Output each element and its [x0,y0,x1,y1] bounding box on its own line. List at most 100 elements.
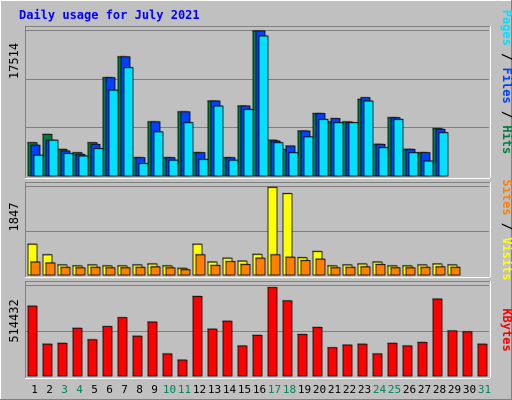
bar-shadow [165,156,174,159]
bar-shadow [330,266,339,269]
bar-shadow [27,141,36,144]
x-tick-label-24: 24 [373,383,387,396]
bar-kbytes-day-9 [147,321,158,377]
bar-kbytes-day-20 [312,326,323,377]
bar-shadow [405,148,414,151]
x-tick-label-26: 26 [403,383,416,396]
bar-shadow [357,262,366,265]
bar-sites-day-19 [300,260,311,276]
bar-shadow [450,266,459,269]
bar-kbytes-day-21 [327,347,338,377]
panel-3: 514432 KBytes [7,281,512,379]
bar-shadow [252,334,261,337]
bar-sites-day-20 [315,258,326,276]
bar-shadow [192,295,201,298]
bar-shadow [360,96,369,99]
legend-entry-pages: Pages [500,10,512,46]
bar-shadow [312,250,321,253]
panel-max-label: 514432 [7,299,21,342]
bar-kbytes-day-28 [432,298,443,377]
bar-kbytes-day-31 [477,343,488,377]
bar-shadow [255,257,264,260]
x-tick-label-13: 13 [208,383,221,396]
bar-shadow [90,266,99,269]
bar-kbytes-day-24 [372,353,383,377]
bar-shadow [285,256,294,259]
bar-shadow [402,264,411,267]
bar-shadow [57,148,66,151]
bar-sites-day-28 [435,266,446,276]
x-tick-label-2: 2 [46,383,53,396]
bar-shadow [72,151,81,154]
bar-shadow [57,263,66,266]
panel-1: 17514 Pages / Files / Hits [7,10,512,179]
bar-pages-day-11 [183,122,194,177]
bar-kbytes-day-3 [57,342,68,377]
bar-shadow [63,152,72,155]
bar-pages-day-19 [303,136,314,177]
bar-pages-day-3 [63,153,74,177]
bar-sites-day-1 [30,261,41,276]
x-tick-label-9: 9 [151,383,158,396]
bar-kbytes-day-16 [252,334,263,377]
bar-shadow [282,299,291,302]
x-tick-label-21: 21 [328,383,341,396]
panel-legend: KBytes [500,308,512,351]
bar-shadow [420,266,429,269]
bar-pages-day-10 [168,159,179,177]
bar-pages-day-26 [408,152,419,177]
panel-legend: Sites / Visits [500,179,512,280]
bar-sites-day-25 [390,267,401,276]
bar-pages-day-28 [438,132,449,177]
bar-kbytes-day-6 [102,326,113,377]
bar-shadow [327,346,336,349]
bar-sites-day-4 [75,267,86,276]
bar-shadow [177,267,186,270]
bar-pages-day-6 [108,89,119,177]
chart-title: Daily usage for July 2021 [19,8,200,22]
bar-shadow [138,162,147,165]
x-tick-label-11: 11 [178,383,191,396]
bar-sites-day-5 [90,266,101,276]
bar-pages-day-8 [138,163,149,177]
bar-shadow [420,151,429,154]
bar-shadow [390,266,399,269]
x-tick-label-8: 8 [136,383,143,396]
bar-shadow [147,262,156,265]
bar-shadow [402,344,411,347]
bar-shadow [105,76,114,79]
bar-shadow [423,159,432,162]
bar-shadow [348,121,357,124]
bar-shadow [303,135,312,138]
bar-kbytes-day-4 [72,327,83,377]
bar-shadow [267,286,276,289]
bar-shadow [408,151,417,154]
bar-kbytes-day-12 [192,295,203,377]
bar-shadow [135,156,144,159]
x-tick-label-19: 19 [298,383,311,396]
bar-shadow [117,264,126,267]
bar-shadow [60,149,69,152]
bar-shadow [225,260,234,263]
bar-shadow [117,316,126,319]
x-tick-label-18: 18 [283,383,296,396]
bar-shadow [87,263,96,266]
x-tick-label-6: 6 [106,383,113,396]
bar-pages-day-2 [48,139,59,177]
x-tick-label-29: 29 [448,383,461,396]
bar-sites-day-26 [405,267,416,276]
bar-shadow [195,253,204,256]
bar-shadow [435,128,444,131]
bar-shadow [342,120,351,123]
bar-kbytes-day-22 [342,344,353,377]
bar-sites-day-12 [195,254,206,276]
bar-shadow [297,333,306,336]
bar-pages-day-17 [273,142,284,177]
bar-shadow [300,129,309,132]
bar-pages-day-24 [378,147,389,177]
legend-entry-sites: Sites [500,179,512,215]
bar-sites-day-15 [240,263,251,276]
bar-shadow [282,192,291,195]
bar-shadow [360,265,369,268]
bar-shadow [27,243,36,246]
